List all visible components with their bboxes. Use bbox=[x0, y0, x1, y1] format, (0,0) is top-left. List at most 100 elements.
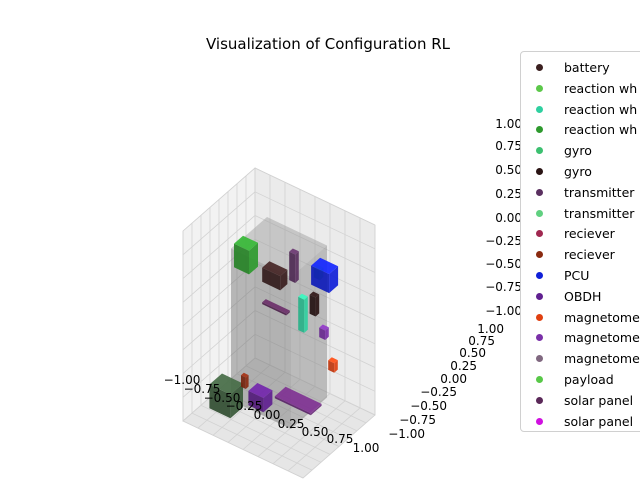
box-face-right bbox=[304, 296, 308, 333]
legend-label: OBDH bbox=[564, 288, 602, 304]
legend-marker bbox=[536, 334, 543, 342]
box-face-right bbox=[245, 375, 249, 389]
z-tick-label: −0.75 bbox=[485, 280, 522, 294]
box-face-front bbox=[328, 360, 335, 373]
box-face-front bbox=[289, 251, 296, 283]
legend-label: magnetome bbox=[564, 309, 640, 325]
component-boxes bbox=[209, 235, 339, 419]
legend-marker bbox=[536, 64, 543, 71]
z-tick-label: −1.00 bbox=[485, 304, 522, 318]
legend-label: solar panel bbox=[564, 392, 634, 408]
box-face-top bbox=[234, 235, 258, 251]
box-face-right bbox=[329, 266, 339, 294]
legend-label: battery bbox=[564, 60, 610, 75]
box-face-right bbox=[295, 251, 299, 283]
component-box bbox=[241, 372, 249, 389]
box-face-top bbox=[231, 217, 327, 277]
x-tick-label: −0.25 bbox=[226, 399, 263, 413]
x-tick-label: 0.50 bbox=[302, 425, 329, 439]
legend-label: reciever bbox=[564, 247, 615, 263]
legend-label: payload bbox=[564, 372, 614, 387]
y-tick-label: 1.00 bbox=[477, 322, 504, 336]
x-tick-label: 0.25 bbox=[278, 417, 305, 431]
box-face-right bbox=[334, 360, 338, 373]
legend-label: reaction wh bbox=[564, 80, 638, 96]
z-tick-label: 0.50 bbox=[495, 163, 522, 177]
z-tick-label: −0.25 bbox=[485, 234, 522, 248]
x-tick-label: 0.75 bbox=[327, 432, 354, 446]
legend-marker bbox=[536, 355, 543, 363]
box-face-front bbox=[234, 243, 249, 275]
y-tick-label: −0.75 bbox=[399, 413, 436, 427]
grid-z bbox=[182, 167, 376, 232]
legend-label: transmitter bbox=[564, 184, 635, 200]
legend-label: gyro bbox=[564, 164, 592, 179]
z-tick-label: 0.25 bbox=[495, 187, 522, 201]
legend-label: reciever bbox=[564, 226, 615, 242]
box-face-front bbox=[248, 390, 264, 413]
box-face-top bbox=[311, 257, 339, 275]
legend-label: transmitter bbox=[564, 205, 635, 221]
x-tick-label: 0.00 bbox=[254, 408, 281, 422]
x-tick-label: −1.00 bbox=[164, 373, 201, 387]
x-tick-label: −0.75 bbox=[184, 382, 221, 396]
legend-marker bbox=[536, 396, 543, 404]
legend-label: magnetome bbox=[564, 351, 640, 367]
grid-y bbox=[254, 168, 376, 416]
legend-marker bbox=[536, 376, 543, 383]
legend-label: reaction wh bbox=[564, 122, 638, 138]
legend-label: reaction wh bbox=[564, 101, 638, 117]
legend-marker bbox=[536, 168, 543, 175]
y-tick-label: −1.00 bbox=[388, 427, 425, 441]
component-box bbox=[309, 291, 320, 317]
box-face-top bbox=[241, 372, 249, 378]
component-box bbox=[289, 248, 299, 283]
component-box bbox=[328, 357, 338, 373]
component-box bbox=[262, 299, 290, 316]
y-tick-label: −0.25 bbox=[420, 385, 457, 399]
box-face-top bbox=[274, 386, 322, 414]
box-face-top bbox=[328, 357, 338, 364]
y-tick-label: 0.75 bbox=[468, 334, 495, 348]
component-box bbox=[274, 386, 322, 416]
chart-title: Visualization of Configuration RL bbox=[206, 35, 451, 53]
legend-marker bbox=[536, 230, 543, 238]
legend: battery reaction wh reaction wh reaction wh… bbox=[520, 51, 640, 432]
box-face-right bbox=[325, 327, 329, 340]
box-face-top bbox=[298, 293, 308, 300]
legend-marker bbox=[536, 417, 543, 425]
box-face-front bbox=[262, 302, 287, 316]
box-face-front bbox=[262, 267, 281, 291]
component-box bbox=[319, 324, 329, 340]
box-face-front bbox=[319, 327, 326, 340]
box-face-right bbox=[291, 245, 327, 429]
legend-marker bbox=[536, 292, 543, 300]
box-face-top bbox=[248, 383, 273, 398]
legend-marker bbox=[536, 188, 543, 196]
legend-label: gyro bbox=[564, 143, 592, 159]
legend-marker bbox=[536, 209, 543, 217]
box-face-front bbox=[274, 396, 311, 416]
component-box bbox=[262, 261, 288, 291]
z-tick-label: 0.00 bbox=[495, 211, 522, 225]
box-face-top bbox=[319, 324, 329, 331]
box-face-top bbox=[289, 248, 299, 255]
box-face-right bbox=[249, 242, 258, 275]
box-face-front bbox=[298, 296, 305, 333]
legend-marker bbox=[536, 251, 543, 259]
grid-y bbox=[200, 215, 322, 463]
legend-marker bbox=[536, 105, 543, 113]
box-face-right bbox=[315, 294, 320, 317]
component-box bbox=[209, 373, 243, 419]
legend-marker bbox=[536, 313, 543, 321]
y-tick-label: 0.25 bbox=[450, 359, 477, 373]
z-tick-label: 1.00 bbox=[495, 117, 522, 131]
legend-marker bbox=[536, 147, 543, 155]
box-face-right bbox=[280, 269, 288, 291]
box-face-right bbox=[230, 383, 243, 419]
y-tick-label: 0.00 bbox=[440, 372, 467, 386]
component-box bbox=[311, 257, 339, 294]
y-tick-label: 0.50 bbox=[459, 346, 486, 360]
legend-label: solar panel bbox=[564, 413, 634, 429]
